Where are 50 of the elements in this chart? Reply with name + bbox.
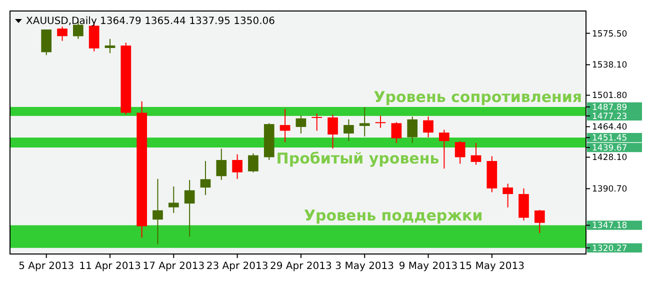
candlestick (57, 26, 68, 42)
band-label: Уровень сопротивления (374, 88, 582, 106)
candlestick (216, 148, 227, 180)
y-tick-label: 1501.80 (592, 91, 628, 102)
y-tick-label: 1347.18 (592, 221, 628, 232)
y-tick-label: 1487.89 (592, 102, 628, 113)
candlestick (470, 142, 482, 166)
band-label: Уровень поддержки (304, 206, 483, 224)
candlestick (375, 115, 386, 128)
y-tick-label: 1428.10 (592, 153, 628, 164)
candlestick (232, 154, 242, 180)
candlestick (454, 140, 466, 164)
x-tick-label: 5 Apr 2013 (18, 261, 74, 272)
y-tick-label: 1439.67 (592, 143, 628, 154)
text: XAUUSD,Daily 1364.79 1365.44 1337.95 1350.06 (26, 16, 275, 27)
y-tick-label: 1320.27 (592, 244, 628, 254)
candlestick (200, 160, 211, 196)
candlestick (359, 106, 370, 137)
y-tick-label: 1464.40 (592, 122, 628, 133)
x-tick-label: 9 May 2013 (398, 261, 458, 272)
candlestick (439, 129, 450, 170)
candlestick (502, 183, 513, 208)
x-tick-label: 29 Apr 2013 (270, 261, 332, 272)
x-tick-label: 23 Apr 2013 (206, 261, 268, 272)
y-tick-label: 1575.50 (592, 29, 628, 40)
candlestick (152, 178, 163, 245)
x-tick-label: 15 May 2013 (459, 261, 525, 272)
candlestick (280, 108, 290, 143)
candlestick (534, 209, 545, 234)
candlestick (168, 186, 179, 214)
candlestick (328, 114, 338, 150)
candlestick (407, 116, 418, 144)
band-label: Пробитый уровень (276, 149, 440, 168)
candlestick (296, 115, 306, 134)
candlestick (391, 122, 402, 144)
candlestick (41, 29, 52, 56)
candlestick (423, 116, 434, 138)
y-tick-label: 1390.70 (592, 184, 628, 195)
y-tick-label: 1477.23 (592, 112, 628, 122)
x-tick-label: 11 Apr 2013 (79, 261, 141, 272)
candlestick (518, 188, 529, 222)
candlestick (184, 180, 195, 238)
y-tick-label: 1451.45 (592, 134, 628, 144)
candlestick (344, 118, 354, 142)
candlestick (312, 113, 322, 132)
x-tick-label: 3 May 2013 (335, 261, 394, 272)
candlestick (248, 152, 258, 173)
candlestick (104, 38, 116, 54)
x-tick-label: 17 Apr 2013 (142, 261, 205, 272)
y-tick-label: 1538.10 (592, 60, 628, 71)
